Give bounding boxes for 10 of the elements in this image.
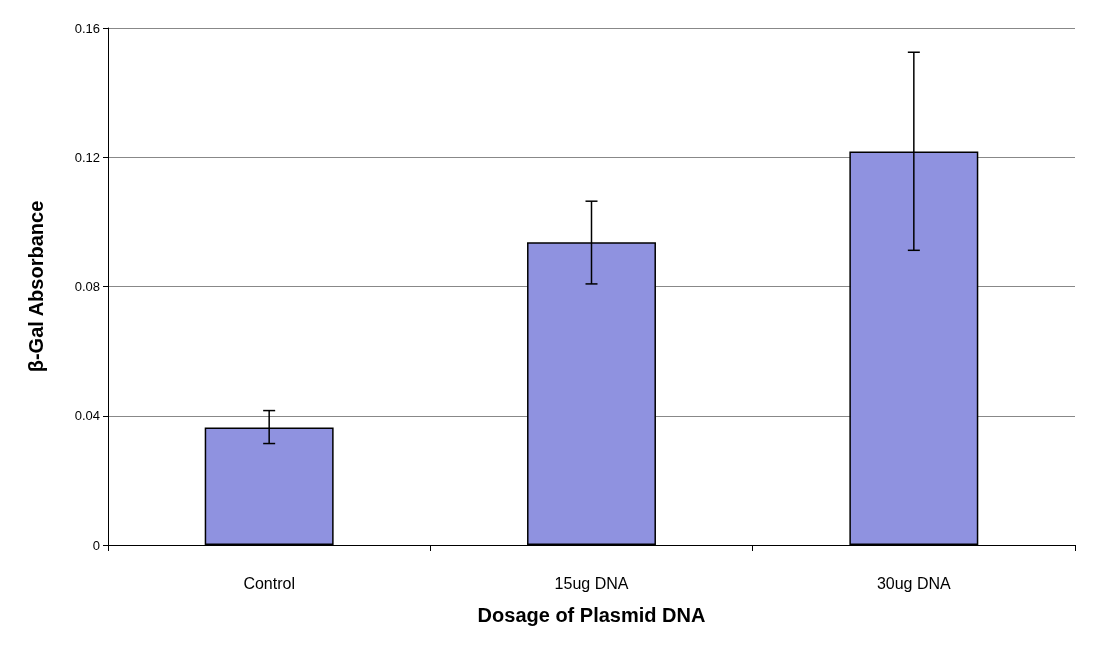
y-tick-label: 0.04 — [74, 408, 100, 424]
y-tick-label: 0.08 — [74, 279, 100, 294]
y-tick-label: 0 — [92, 537, 100, 553]
x-tick-label: 30ug DNA — [876, 574, 952, 592]
y-tick-label: 0.12 — [74, 149, 100, 165]
x-tick-label: 15ug DNA — [554, 574, 629, 592]
x-tick-label: Control — [243, 574, 295, 592]
y-tick-label: 0.16 — [74, 20, 100, 36]
y-axis-title: β-Gal Absorbance — [25, 200, 47, 373]
x-axis-title: Dosage of Plasmid DNA — [477, 604, 706, 626]
